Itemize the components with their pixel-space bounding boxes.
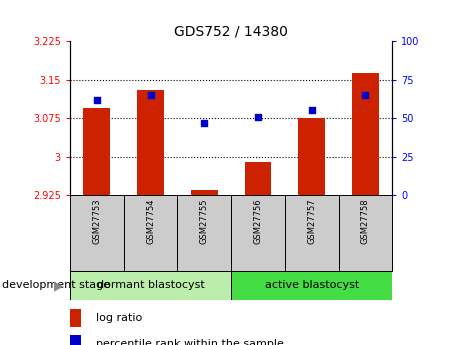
Text: dormant blastocyst: dormant blastocyst	[97, 280, 204, 290]
FancyBboxPatch shape	[124, 195, 177, 271]
Text: percentile rank within the sample: percentile rank within the sample	[96, 339, 284, 345]
Bar	[298, 118, 325, 195]
Bar	[70, 335, 81, 345]
Text: GSM27754: GSM27754	[146, 199, 155, 244]
FancyBboxPatch shape	[285, 195, 339, 271]
Text: GSM27753: GSM27753	[92, 199, 101, 244]
Text: development stage: development stage	[2, 280, 110, 290]
Text: GSM27755: GSM27755	[200, 199, 209, 244]
Point	[362, 92, 369, 98]
Point	[254, 114, 262, 119]
Point	[93, 97, 101, 102]
FancyBboxPatch shape	[339, 195, 392, 271]
FancyBboxPatch shape	[70, 271, 231, 300]
Title: GDS752 / 14380: GDS752 / 14380	[174, 25, 288, 39]
Bar	[244, 162, 272, 195]
Text: log ratio: log ratio	[96, 313, 142, 323]
FancyBboxPatch shape	[70, 195, 124, 271]
FancyBboxPatch shape	[231, 195, 285, 271]
Bar	[70, 309, 81, 327]
Text: ▶: ▶	[54, 279, 64, 292]
FancyBboxPatch shape	[231, 271, 392, 300]
Text: active blastocyst: active blastocyst	[265, 280, 359, 290]
Point	[308, 108, 315, 113]
Bar	[83, 108, 110, 195]
Text: GSM27758: GSM27758	[361, 199, 370, 244]
FancyBboxPatch shape	[177, 195, 231, 271]
Point	[147, 92, 154, 98]
Text: GSM27757: GSM27757	[307, 199, 316, 244]
Bar	[191, 190, 218, 195]
Point	[201, 120, 208, 126]
Bar	[352, 73, 379, 195]
Bar	[137, 90, 164, 195]
Text: GSM27756: GSM27756	[253, 199, 262, 244]
